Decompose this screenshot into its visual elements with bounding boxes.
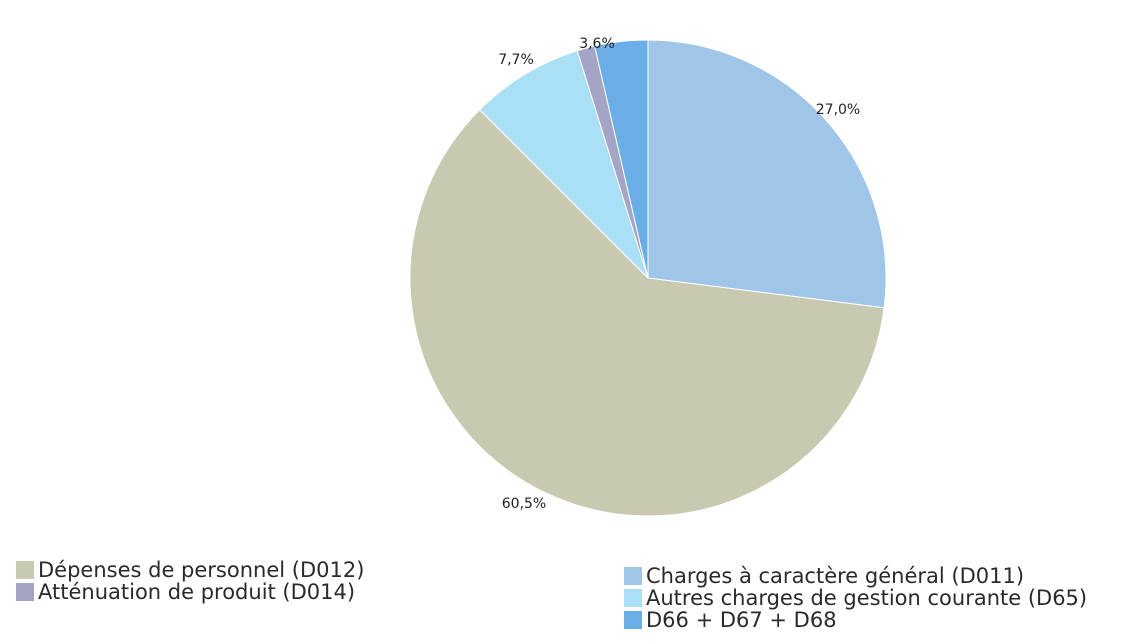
- legend-swatch: [16, 561, 34, 579]
- legend-item: Atténuation de produit (D014): [16, 581, 364, 603]
- legend-label: Autres charges de gestion courante (D65): [646, 586, 1088, 610]
- legend-item: Dépenses de personnel (D012): [16, 559, 364, 581]
- legend-swatch: [16, 583, 34, 601]
- legend-swatch: [624, 589, 642, 607]
- legend-item: D66 + D67 + D68: [624, 609, 1087, 631]
- slice-value-label: 60,5%: [502, 496, 546, 512]
- legend-left: Dépenses de personnel (D012) Atténuation …: [16, 559, 364, 603]
- slice-value-label: 7,7%: [498, 52, 534, 68]
- legend-item: Autres charges de gestion courante (D65): [624, 587, 1087, 609]
- pie-slice: [594, 39, 649, 279]
- pie-slice: [479, 50, 649, 279]
- legend-label: Dépenses de personnel (D012): [38, 558, 365, 582]
- slice-value-label: 27,0%: [816, 102, 860, 118]
- pie-slice: [409, 109, 885, 517]
- legend-label: Charges à caractère général (D011): [646, 564, 1025, 588]
- pie-slice: [647, 39, 887, 309]
- legend-label: D66 + D67 + D68: [646, 608, 837, 632]
- legend-swatch: [624, 567, 642, 585]
- legend-item: Charges à caractère général (D011): [624, 565, 1087, 587]
- slice-value-label: 3,6%: [579, 36, 615, 52]
- legend-swatch: [624, 611, 642, 629]
- legend-right: Charges à caractère général (D011) Autres…: [624, 565, 1087, 631]
- legend-label: Atténuation de produit (D014): [38, 580, 356, 604]
